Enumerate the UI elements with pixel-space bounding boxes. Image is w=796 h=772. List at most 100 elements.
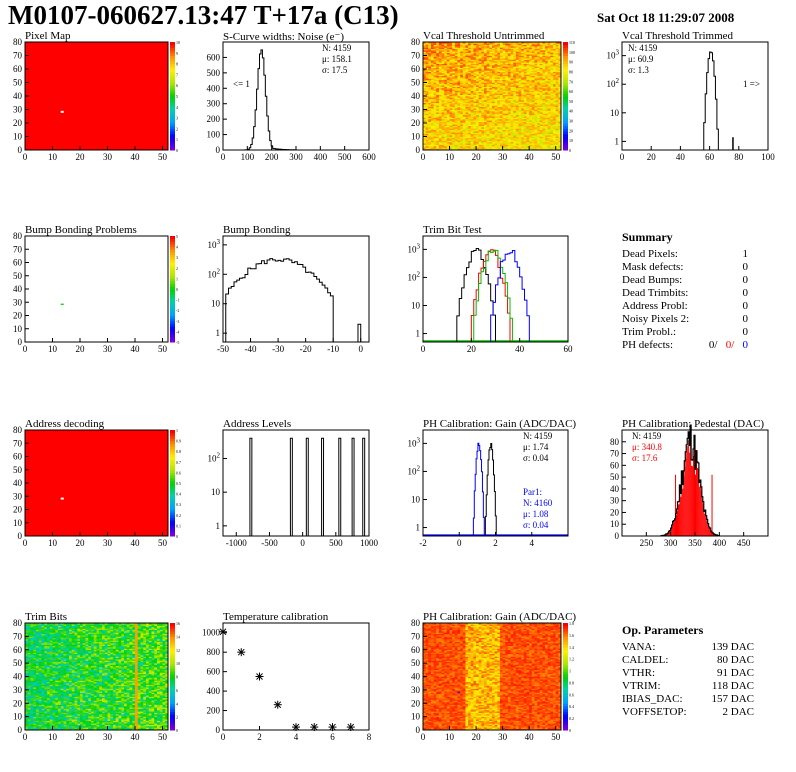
heatmap-cell bbox=[476, 131, 480, 133]
colorbar-segment bbox=[170, 312, 175, 316]
heatmap-cell bbox=[539, 108, 543, 110]
heatmap-cell bbox=[27, 707, 31, 709]
heatmap-cell bbox=[494, 141, 498, 144]
heatmap-cell bbox=[428, 52, 432, 55]
heatmap-cell bbox=[27, 692, 31, 695]
heatmap-cell bbox=[441, 101, 445, 104]
heatmap-cell bbox=[558, 104, 562, 106]
heatmap-cell bbox=[542, 131, 546, 133]
heatmap-cell bbox=[537, 128, 541, 131]
heatmap-cell bbox=[436, 60, 440, 63]
heatmap-cell bbox=[433, 77, 437, 79]
heatmap-cell bbox=[484, 133, 487, 136]
heatmap-cell bbox=[526, 81, 530, 83]
heatmap-cell bbox=[515, 47, 519, 50]
heatmap-cell bbox=[558, 87, 562, 90]
heatmap-cell bbox=[558, 114, 562, 117]
heatmap-cell bbox=[457, 148, 461, 151]
heatmap-cell bbox=[438, 135, 442, 137]
heatmap-cell bbox=[529, 143, 533, 145]
heatmap-cell bbox=[457, 106, 461, 109]
heatmap-cell bbox=[481, 91, 485, 94]
heatmap-cell bbox=[486, 42, 490, 44]
heatmap-cell bbox=[553, 110, 556, 113]
heatmap-cell bbox=[542, 108, 546, 110]
heatmap-cell bbox=[502, 97, 506, 99]
heatmap-cell bbox=[457, 98, 461, 101]
heatmap-cell bbox=[481, 135, 485, 137]
heatmap-cell bbox=[539, 47, 543, 50]
heatmap-cell bbox=[558, 52, 562, 55]
heatmap-cell bbox=[433, 132, 437, 135]
heatmap-cell bbox=[507, 77, 511, 79]
heatmap-cell bbox=[539, 136, 543, 139]
heatmap-cell bbox=[476, 56, 480, 59]
heatmap-cell bbox=[539, 125, 543, 128]
heatmap-cell bbox=[523, 66, 527, 68]
heatmap-cell bbox=[545, 67, 549, 70]
heatmap-cell bbox=[441, 147, 445, 149]
heatmap-cell bbox=[499, 56, 503, 59]
op-param-value: 80 DAC bbox=[717, 654, 754, 666]
heatmap-cell bbox=[452, 148, 456, 151]
heatmap-cell bbox=[492, 117, 495, 120]
heatmap-cell bbox=[430, 133, 434, 136]
heatmap-cell bbox=[502, 110, 506, 113]
heatmap-cell bbox=[470, 109, 474, 112]
heatmap-cell bbox=[507, 145, 511, 148]
heatmap-cell bbox=[507, 42, 511, 44]
heatmap-cell bbox=[521, 82, 525, 85]
heatmap-cell bbox=[513, 62, 517, 64]
heatmap-cell bbox=[547, 47, 551, 50]
heatmap-cell bbox=[515, 77, 519, 79]
heatmap-cell bbox=[531, 44, 535, 47]
heatmap-cell bbox=[494, 89, 498, 91]
heatmap-cell bbox=[534, 44, 538, 47]
heatmap-cell bbox=[449, 62, 453, 64]
heatmap-cell bbox=[460, 67, 464, 70]
heatmap-cell bbox=[468, 50, 472, 52]
heatmap-cell bbox=[454, 135, 458, 137]
heatmap-cell bbox=[484, 54, 487, 56]
heatmap-cell bbox=[25, 648, 29, 651]
heatmap-cell bbox=[462, 79, 466, 82]
heatmap-cell bbox=[497, 112, 501, 114]
heatmap-cell bbox=[441, 98, 445, 101]
heatmap-cell bbox=[497, 64, 501, 67]
heatmap-cell bbox=[423, 60, 426, 63]
heatmap-cell bbox=[526, 140, 530, 143]
heatmap-cell bbox=[436, 141, 440, 144]
heatmap-cell bbox=[518, 79, 522, 82]
heatmap-cell bbox=[502, 48, 506, 51]
heatmap-cell bbox=[545, 135, 549, 137]
x-tick-label: 10 bbox=[48, 152, 58, 162]
heatmap-cell bbox=[499, 129, 503, 132]
heatmap-cell bbox=[489, 63, 493, 66]
heatmap-cell bbox=[489, 118, 493, 121]
heatmap-cell bbox=[558, 55, 562, 58]
heatmap-cell bbox=[465, 110, 469, 113]
heatmap-cell bbox=[534, 48, 538, 51]
heatmap-cell bbox=[507, 69, 511, 71]
heatmap-cell bbox=[465, 43, 469, 45]
heatmap-cell bbox=[558, 94, 562, 97]
heatmap-cell bbox=[444, 42, 448, 44]
heatmap-cell bbox=[452, 86, 456, 89]
heatmap-cell bbox=[547, 114, 551, 117]
heatmap-cell bbox=[433, 82, 437, 85]
heatmap-cell bbox=[462, 120, 466, 122]
heatmap-cell bbox=[465, 148, 469, 151]
heatmap-cell bbox=[454, 64, 458, 67]
heatmap-cell bbox=[545, 75, 549, 78]
colorbar-tick-label: 100 bbox=[569, 50, 575, 55]
heatmap-cell bbox=[497, 109, 501, 112]
colorbar-segment bbox=[563, 79, 568, 83]
heatmap-cell bbox=[539, 94, 543, 97]
heatmap-cell bbox=[521, 105, 525, 108]
heatmap-cell bbox=[468, 64, 472, 67]
heatmap-cell bbox=[468, 75, 472, 78]
heatmap-cell bbox=[486, 133, 490, 136]
heatmap-cell bbox=[473, 73, 477, 75]
heatmap-cell bbox=[452, 75, 456, 78]
heatmap-cell bbox=[454, 128, 458, 131]
